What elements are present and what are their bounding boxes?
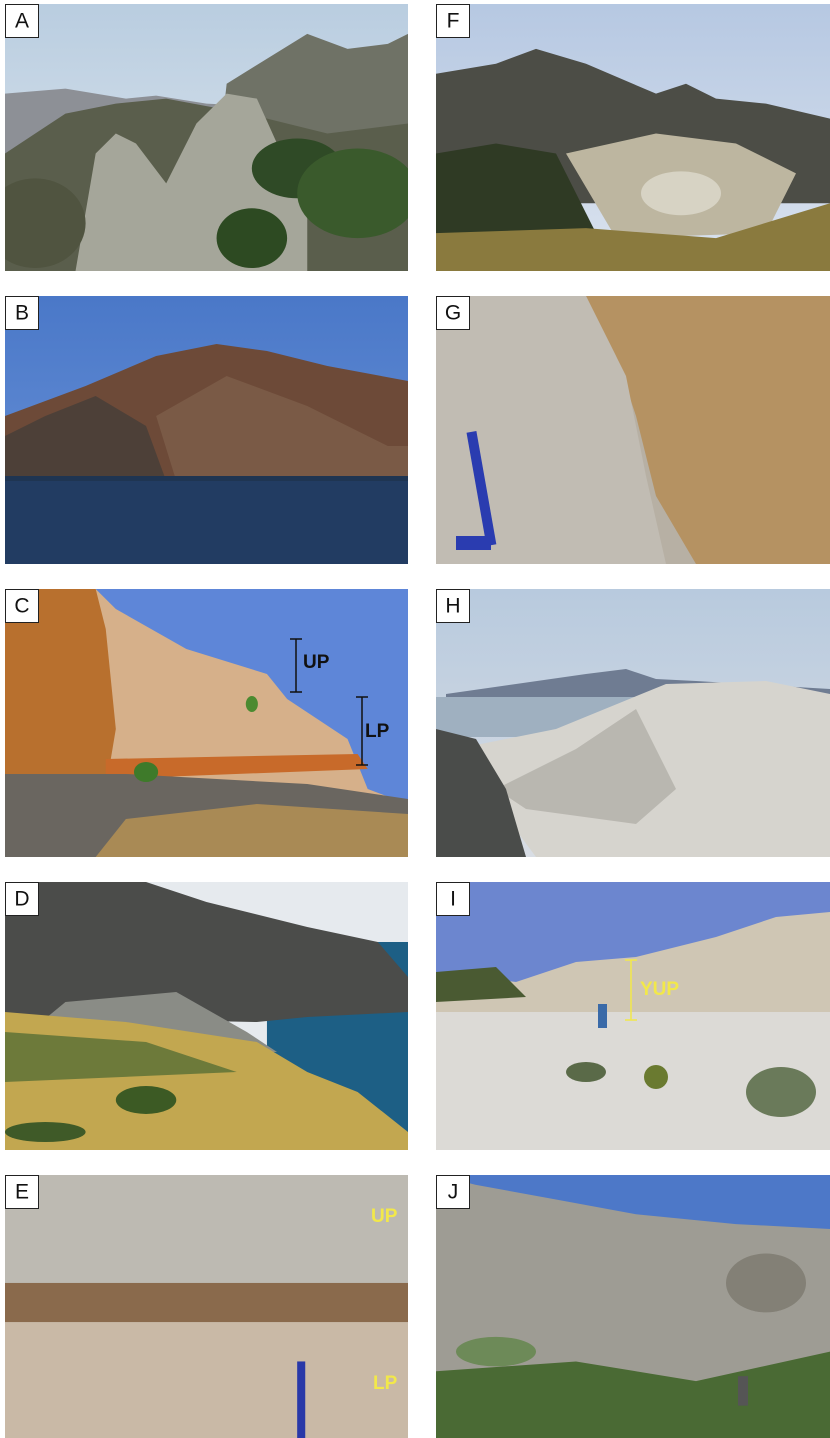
panel-label: I (450, 888, 456, 911)
annotation: UP (303, 652, 330, 673)
figure: A B C UP LP D E UP LP F G H I YUP J (0, 0, 830, 1438)
scenery (297, 1361, 305, 1438)
panel: C UP LP (5, 589, 408, 857)
scenery (5, 1122, 86, 1142)
panel: D (5, 882, 408, 1150)
panel-label: D (14, 888, 29, 911)
photo (436, 1175, 830, 1438)
scenery (5, 1322, 408, 1438)
panel: B (5, 296, 408, 564)
panel-label: A (15, 10, 29, 33)
panel: F (436, 4, 830, 271)
photo (436, 4, 830, 271)
panel-label: E (15, 1181, 29, 1204)
annotation: UP (371, 1206, 398, 1227)
panel: I YUP (436, 882, 830, 1150)
page: {"panels": [ {"label": "A"}, {"label": "… (0, 0, 830, 1438)
scenery (456, 536, 491, 550)
scenery (566, 1062, 606, 1082)
photo (0, 4, 418, 271)
scenery (5, 1175, 408, 1283)
photo (5, 589, 408, 857)
panel-label: H (445, 595, 460, 618)
scenery (598, 1004, 607, 1028)
scenery (644, 1065, 668, 1089)
photo (436, 296, 830, 564)
photo (5, 882, 408, 1150)
panel-label: B (15, 302, 29, 325)
annotation: YUP (640, 979, 679, 1000)
scenery (456, 1337, 536, 1366)
panel: G (436, 296, 830, 564)
panel: A (0, 4, 418, 271)
panel: J (436, 1175, 830, 1438)
panel-label: G (445, 302, 461, 325)
panel: H (436, 589, 830, 857)
scenery (726, 1254, 806, 1313)
scenery (5, 481, 408, 564)
panel-label: J (448, 1181, 459, 1204)
scenery (134, 762, 158, 782)
scenery (5, 1283, 408, 1322)
scenery (217, 208, 288, 268)
photo (436, 589, 830, 857)
photo (5, 296, 408, 564)
annotation: LP (373, 1373, 398, 1394)
scenery (641, 171, 721, 215)
panel-label: F (447, 10, 460, 33)
scenery (746, 1067, 816, 1117)
scenery (297, 148, 418, 238)
annotation: LP (365, 721, 390, 742)
panel: E UP LP (5, 1175, 408, 1438)
photo (436, 882, 830, 1150)
photo (5, 1175, 408, 1438)
scenery (738, 1376, 748, 1405)
scenery (246, 696, 258, 712)
panel-label: C (14, 595, 29, 618)
scenery (116, 1086, 176, 1114)
